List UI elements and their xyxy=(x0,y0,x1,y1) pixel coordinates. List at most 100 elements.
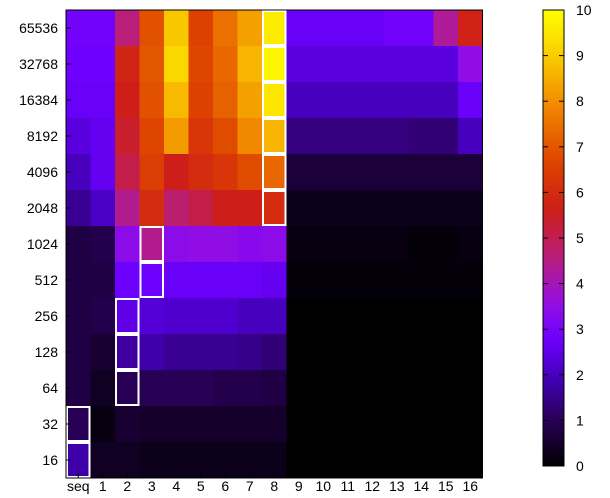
heatmap-cell xyxy=(409,442,434,479)
heatmap-cell xyxy=(409,370,434,407)
heatmap-cell xyxy=(458,226,483,263)
heatmap-cell xyxy=(90,298,116,335)
heatmap-cell xyxy=(237,442,263,479)
colorbar-tick-label: 1 xyxy=(576,412,584,428)
heatmap-cell xyxy=(384,82,410,119)
x-tick-label: 1 xyxy=(99,478,107,494)
heatmap-cell xyxy=(115,334,140,371)
heatmap-cell xyxy=(335,406,361,443)
x-tick-label: 2 xyxy=(123,478,131,494)
heatmap-cell xyxy=(311,118,336,155)
heatmap-cell xyxy=(286,442,312,479)
x-tick-label: 4 xyxy=(172,478,180,494)
heatmap-cell xyxy=(237,154,263,191)
heatmap-cell xyxy=(384,442,410,479)
heatmap-cell xyxy=(311,298,336,335)
heatmap-cell xyxy=(360,82,385,119)
heatmap-cell xyxy=(409,46,434,83)
heatmap-cell xyxy=(384,154,410,191)
heatmap-cell xyxy=(262,334,287,371)
heatmap-cell xyxy=(115,370,140,407)
heatmap-cell xyxy=(458,10,483,47)
heatmap-cell xyxy=(237,10,263,47)
colorbar-tick-label: 4 xyxy=(576,276,584,292)
highlight-box xyxy=(262,10,287,46)
heatmap-cell xyxy=(384,10,410,47)
heatmap-cell xyxy=(458,298,483,335)
heatmap-cell xyxy=(115,298,140,335)
heatmap-cell xyxy=(311,442,336,479)
heatmap-cell xyxy=(286,406,312,443)
heatmap-cell xyxy=(335,10,361,47)
heatmap-cell xyxy=(384,334,410,371)
heatmap-cell xyxy=(433,190,459,227)
x-tick-label: seq xyxy=(67,478,90,494)
colorbar-tick-label: 0 xyxy=(576,458,584,474)
heatmap-cell xyxy=(433,298,459,335)
highlight-box xyxy=(115,298,140,334)
heatmap-cell xyxy=(335,190,361,227)
heatmap-cell xyxy=(237,226,263,263)
heatmap-cell xyxy=(458,82,483,119)
heatmap-cell xyxy=(139,118,165,155)
heatmap-cell xyxy=(115,82,140,119)
heatmap-cell xyxy=(115,226,140,263)
heatmap-cell xyxy=(433,406,459,443)
heatmap-cell xyxy=(311,262,336,299)
heatmap-cell xyxy=(458,442,483,479)
heatmap-cell xyxy=(409,298,434,335)
heatmap-cell xyxy=(139,82,165,119)
heatmap-cell xyxy=(90,10,116,47)
heatmap-cell xyxy=(188,190,214,227)
heatmap-cell xyxy=(409,190,434,227)
heatmap-cell xyxy=(237,190,263,227)
heatmap-cell xyxy=(90,406,116,443)
heatmap-cell xyxy=(188,334,214,371)
heatmap-cells xyxy=(66,10,483,479)
colorbar: 0 1 2 3 4 5 6 7 8 9 10 xyxy=(542,2,592,474)
heatmap-cell xyxy=(90,46,116,83)
heatmap-cell xyxy=(139,190,165,227)
heatmap-cell xyxy=(139,298,165,335)
heatmap-cell xyxy=(360,10,385,47)
heatmap-cell xyxy=(433,442,459,479)
x-tick-labels: seq 1 2 3 4 5 6 7 8 9 10 11 12 13 14 15 16 xyxy=(67,473,478,494)
heatmap-cell xyxy=(458,334,483,371)
heatmap-cell xyxy=(164,370,189,407)
heatmap-cell xyxy=(433,226,459,263)
heatmap-cell xyxy=(90,154,116,191)
x-tick-label: 5 xyxy=(197,478,205,494)
heatmap-cell xyxy=(115,154,140,191)
heatmap-cell xyxy=(115,406,140,443)
heatmap-cell xyxy=(164,406,189,443)
heatmap-cell xyxy=(139,370,165,407)
heatmap-cell xyxy=(237,118,263,155)
heatmap-cell xyxy=(433,10,459,47)
heatmap-cell xyxy=(458,154,483,191)
heatmap-cell xyxy=(115,190,140,227)
heatmap-cell xyxy=(384,262,410,299)
heatmap-cell xyxy=(286,154,312,191)
heatmap-cell xyxy=(90,82,116,119)
heatmap-cell xyxy=(164,190,189,227)
heatmap-cell xyxy=(409,406,434,443)
heatmap-cell xyxy=(433,370,459,407)
heatmap-cell xyxy=(409,226,434,263)
colorbar-tick-label: 5 xyxy=(576,230,584,246)
heatmap-cell xyxy=(213,406,238,443)
heatmap-cell xyxy=(115,46,140,83)
heatmap-cell xyxy=(384,298,410,335)
y-tick-label: 2048 xyxy=(27,200,58,216)
x-tick-label: 14 xyxy=(413,478,429,494)
heatmap-cell xyxy=(286,118,312,155)
heatmap-cell xyxy=(335,262,361,299)
heatmap-cell xyxy=(164,82,189,119)
colorbar-tick-label: 7 xyxy=(576,139,584,155)
heatmap-cell xyxy=(164,118,189,155)
heatmap-cell xyxy=(262,406,287,443)
x-tick-label: 10 xyxy=(315,478,331,494)
heatmap-cell xyxy=(90,370,116,407)
heatmap-cell xyxy=(115,10,140,47)
highlight-box xyxy=(262,46,287,82)
heatmap-cell xyxy=(139,406,165,443)
